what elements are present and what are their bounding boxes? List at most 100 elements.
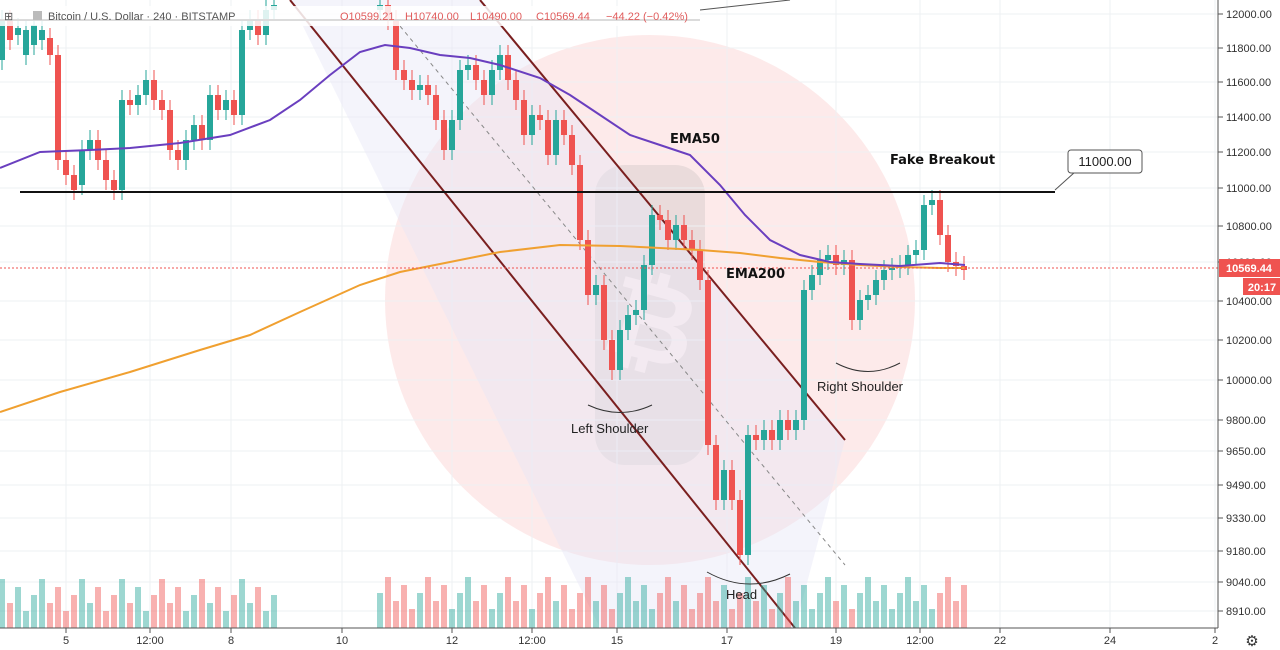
candle-body: [207, 95, 213, 140]
volume-bar: [841, 585, 847, 628]
y-tick-label: 11000.00: [1226, 183, 1271, 195]
x-tick-label: 17: [721, 635, 733, 647]
candle-body: [489, 70, 495, 95]
x-tick-label: 19: [830, 635, 842, 647]
volume-bar: [577, 593, 583, 628]
volume-bar: [913, 601, 919, 628]
volume-bar: [271, 595, 277, 628]
current-price-text: 10569.44: [1226, 263, 1273, 275]
ohlc-change: −44.22 (−0.42%): [606, 11, 688, 23]
fake-breakout-label: Fake Breakout: [890, 153, 995, 168]
x-tick-label: 12:00: [906, 635, 934, 647]
candle-body: [55, 55, 61, 160]
volume-bar: [585, 577, 591, 628]
candle-body: [849, 260, 855, 320]
volume-bar: [809, 609, 815, 628]
volume-bar: [953, 601, 959, 628]
volume-bar: [945, 577, 951, 628]
volume-bar: [505, 577, 511, 628]
candle-body: [913, 250, 919, 255]
volume-bar: [609, 609, 615, 628]
countdown-text: 20:17: [1248, 282, 1276, 294]
y-tick-label: 9800.00: [1226, 415, 1266, 427]
x-tick-label: 2: [1212, 635, 1218, 647]
candle-body: [521, 100, 527, 135]
volume-bar: [473, 601, 479, 628]
volume-bar: [143, 611, 149, 628]
volume-bar: [207, 603, 213, 628]
volume-bar: [553, 601, 559, 628]
y-tick-label: 10000.00: [1226, 375, 1272, 387]
candle-body: [191, 125, 197, 140]
candle-body: [577, 165, 583, 240]
symbol-title[interactable]: Bitcoin / U.S. Dollar · 240 · BITSTAMP: [48, 11, 235, 23]
volume-bar: [801, 585, 807, 628]
volume-bar: [937, 593, 943, 628]
volume-bar: [665, 577, 671, 628]
head-label: Head: [726, 587, 757, 602]
volume-bar: [393, 601, 399, 628]
volume-bar: [657, 593, 663, 628]
volume-bar: [223, 611, 229, 628]
x-tick-label: 22: [994, 635, 1006, 647]
candle-body: [425, 85, 431, 95]
candle-body: [705, 280, 711, 445]
candle-body: [945, 235, 951, 262]
candle-body: [609, 340, 615, 370]
volume-bar: [921, 585, 927, 628]
candle-body: [449, 120, 455, 150]
x-tick-label: 10: [336, 635, 348, 647]
volume-bar: [263, 611, 269, 628]
volume-bar: [15, 587, 21, 628]
candle-body: [457, 70, 463, 120]
volume-bar: [737, 593, 743, 628]
candle-body: [47, 38, 53, 55]
volume-bar: [777, 593, 783, 628]
volume-bar: [593, 601, 599, 628]
settings-gear-icon[interactable]: ⚙: [1245, 632, 1258, 650]
volume-bar: [401, 585, 407, 628]
candle-body: [857, 300, 863, 320]
left-shoulder-arc: [587, 404, 653, 413]
level-callout[interactable]: 11000.00: [1054, 149, 1143, 191]
volume-bar: [825, 577, 831, 628]
candle-body: [87, 140, 93, 150]
volume-bar: [385, 577, 391, 628]
candle-body: [801, 290, 807, 420]
candle-body: [825, 255, 831, 260]
symbol-legend: ⊞ Bitcoin / U.S. Dollar · 240 · BITSTAMP…: [0, 6, 700, 26]
time-axis[interactable]: 5 12:00 8 10 12 12:00 15 17 19 12:00 22 24 2: [0, 627, 1280, 650]
ohlc-open: O10599.21: [340, 11, 394, 23]
level-callout-text: 11000.00: [1078, 154, 1131, 169]
volume-bar: [247, 603, 253, 628]
volume-bar: [793, 601, 799, 628]
volume-bar: [457, 593, 463, 628]
candle-body: [777, 420, 783, 440]
current-price-badge: [1219, 259, 1280, 277]
y-tick-label: 10200.00: [1226, 335, 1272, 347]
y-tick-label: 9490.00: [1226, 480, 1266, 492]
volume-bar: [433, 601, 439, 628]
volume-bar: [897, 593, 903, 628]
volume-bar: [529, 609, 535, 628]
candle-body: [31, 25, 37, 45]
candle-body: [135, 95, 141, 105]
candle-body: [401, 70, 407, 80]
y-tick-label: 11200.00: [1226, 147, 1271, 159]
candle-body: [929, 200, 935, 205]
grid: [0, 0, 1218, 628]
volume-bar: [119, 579, 125, 628]
candle-body: [545, 120, 551, 155]
candle-body: [103, 160, 109, 180]
price-axis[interactable]: 12000.00 11800.00 11600.00 11400.00 11200.00…: [1217, 0, 1280, 628]
volume-bar: [705, 577, 711, 628]
candle-body: [7, 20, 13, 40]
volume-bar: [425, 577, 431, 628]
candle-body: [465, 65, 471, 70]
volume-bar: [729, 609, 735, 628]
candle-body: [833, 255, 839, 265]
candle-body: [881, 270, 887, 280]
candle-body: [183, 140, 189, 160]
expand-icon[interactable]: ⊞: [4, 11, 13, 23]
